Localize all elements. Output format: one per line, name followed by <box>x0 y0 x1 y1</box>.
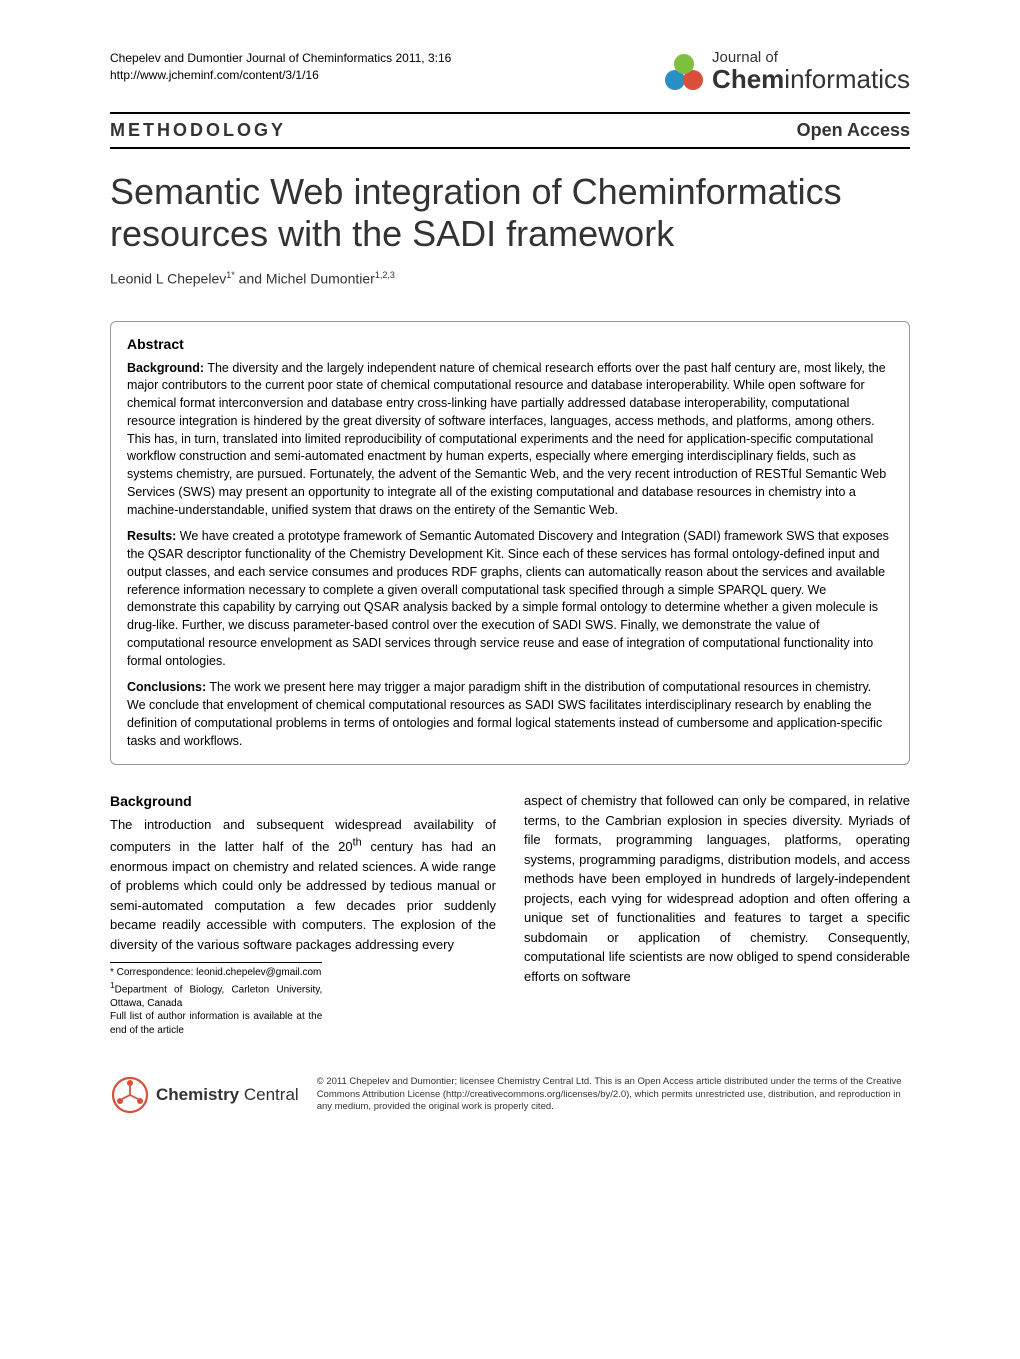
abstract-background-text: The diversity and the largely independen… <box>127 361 886 517</box>
body-col1-text: The introduction and subsequent widespre… <box>110 817 496 951</box>
citation-url: http://www.jcheminf.com/content/3/1/16 <box>110 67 451 84</box>
abstract-conclusions-text: The work we present here may trigger a m… <box>127 680 882 747</box>
abstract-results-label: Results: <box>127 529 176 543</box>
journal-logo-rest: informatics <box>784 64 910 94</box>
authors: Leonid L Chepelev1* and Michel Dumontier… <box>110 270 910 287</box>
abstract-heading: Abstract <box>127 336 893 352</box>
correspondence-dept: 1Department of Biology, Carleton Univers… <box>110 980 322 1010</box>
body-columns: Background The introduction and subseque… <box>110 791 910 1037</box>
abstract-box: Abstract Background: The diversity and t… <box>110 321 910 766</box>
correspondence-block: * Correspondence: leonid.chepelev@gmail.… <box>110 962 322 1037</box>
citation-line1: Chepelev and Dumontier Journal of Chemin… <box>110 50 451 67</box>
journal-logo-text: Journal of Cheminformatics <box>712 50 910 93</box>
column-left: Background The introduction and subseque… <box>110 791 496 1037</box>
article-title: Semantic Web integration of Cheminformat… <box>110 171 910 256</box>
section-heading-background: Background <box>110 791 496 812</box>
category-bar: METHODOLOGY Open Access <box>110 112 910 149</box>
cheminformatics-icon <box>662 50 706 94</box>
body-col2-text: aspect of chemistry that followed can on… <box>524 793 910 984</box>
journal-logo-bold: Chem <box>712 64 784 94</box>
correspondence-note: Full list of author information is avail… <box>110 1010 322 1037</box>
abstract-conclusions: Conclusions: The work we present here ma… <box>127 679 893 750</box>
chemistry-central-text: Chemistry Central <box>156 1085 299 1105</box>
chemistry-central-icon <box>110 1075 150 1115</box>
copyright-text: © 2011 Chepelev and Dumontier; licensee … <box>317 1076 910 1114</box>
footer: Chemistry Central © 2011 Chepelev and Du… <box>110 1065 910 1115</box>
correspondence-email: * Correspondence: leonid.chepelev@gmail.… <box>110 966 322 980</box>
abstract-conclusions-label: Conclusions: <box>127 680 206 694</box>
open-access-label: Open Access <box>797 120 910 141</box>
footer-logo-bold: Chemistry <box>156 1085 239 1104</box>
chemistry-central-logo: Chemistry Central <box>110 1075 299 1115</box>
footer-logo-light: Central <box>244 1085 299 1104</box>
article-type: METHODOLOGY <box>110 120 286 141</box>
citation: Chepelev and Dumontier Journal of Chemin… <box>110 50 451 84</box>
header: Chepelev and Dumontier Journal of Chemin… <box>110 50 910 94</box>
abstract-results: Results: We have created a prototype fra… <box>127 528 893 670</box>
abstract-background: Background: The diversity and the largel… <box>127 360 893 520</box>
abstract-background-label: Background: <box>127 361 204 375</box>
abstract-results-text: We have created a prototype framework of… <box>127 529 889 667</box>
column-right: aspect of chemistry that followed can on… <box>524 791 910 1037</box>
journal-logo: Journal of Cheminformatics <box>662 50 910 94</box>
